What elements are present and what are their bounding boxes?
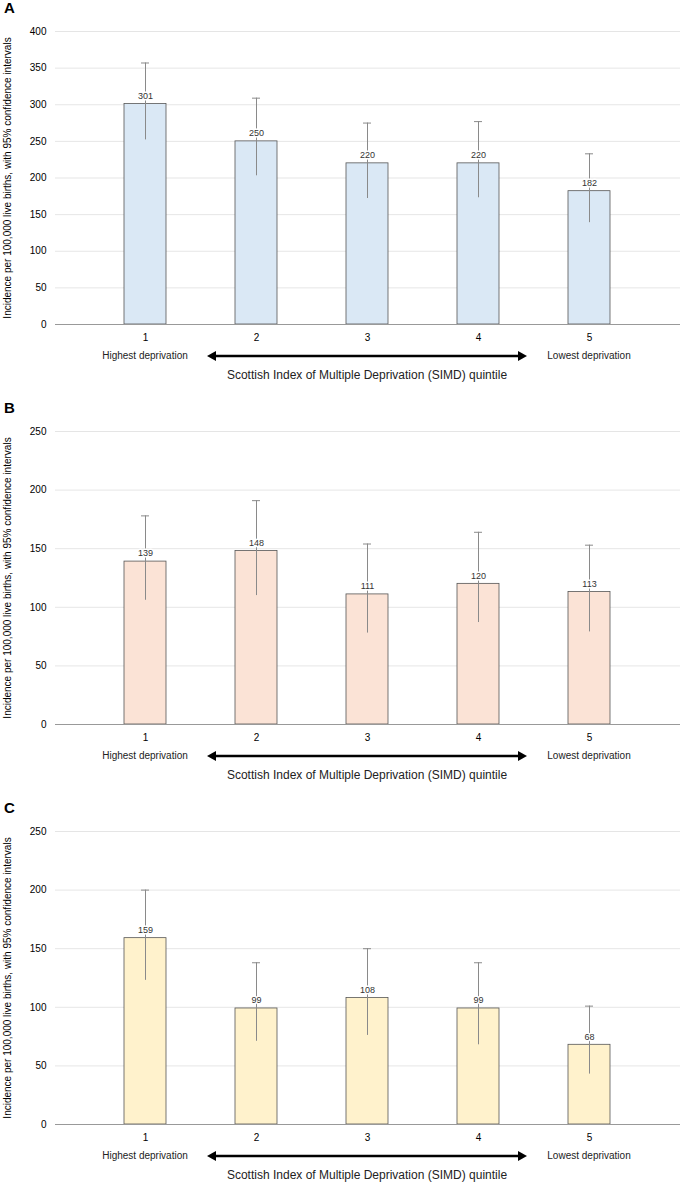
- svg-text:100: 100: [30, 602, 47, 613]
- html-text:B: B: [4, 399, 15, 416]
- svg-text:68: 68: [584, 1032, 594, 1042]
- svg-text:111: 111: [361, 581, 375, 591]
- svg-text:200: 200: [30, 484, 47, 495]
- svg-text:148: 148: [249, 538, 264, 548]
- svg-text:400: 400: [30, 26, 47, 37]
- svg-text:99: 99: [251, 995, 261, 1005]
- svg-text:113: 113: [582, 579, 596, 589]
- svg-text:150: 150: [30, 209, 47, 220]
- html-text:Scottish Index of Multiple Dep: Scottish Index of Multiple Deprivation (…: [226, 1168, 508, 1182]
- html-text:Highest deprivation: Highest deprivation: [102, 750, 188, 761]
- svg-text:0: 0: [41, 319, 47, 330]
- svg-text:5: 5: [587, 332, 593, 343]
- svg-text:100: 100: [30, 1002, 47, 1013]
- html-text:Scottish Index of Multiple Dep: Scottish Index of Multiple Deprivation (…: [226, 768, 508, 782]
- svg-text:1: 1: [143, 332, 149, 343]
- svg-text:250: 250: [30, 136, 47, 147]
- svg-text:200: 200: [30, 172, 47, 183]
- html-text:Lowest deprivation: Lowest deprivation: [547, 350, 631, 361]
- svg-text:200: 200: [30, 884, 47, 895]
- svg-text:2: 2: [254, 332, 260, 343]
- svg-text:0: 0: [41, 1119, 47, 1130]
- svg-text:350: 350: [30, 62, 47, 73]
- svg-text:100: 100: [30, 245, 47, 256]
- svg-text:Incidence per 100,000 live bir: Incidence per 100,000 live births, with …: [2, 437, 13, 718]
- svg-text:50: 50: [35, 282, 47, 293]
- svg-text:108: 108: [360, 985, 375, 995]
- svg-text:250: 250: [30, 826, 47, 837]
- svg-text:4: 4: [476, 732, 482, 743]
- svg-text:0: 0: [41, 719, 47, 730]
- svg-text:1: 1: [143, 732, 149, 743]
- svg-text:2: 2: [254, 1132, 260, 1143]
- svg-text:50: 50: [35, 660, 47, 671]
- html-text:A: A: [4, 0, 15, 16]
- svg-text:220: 220: [360, 150, 375, 160]
- svg-text:120: 120: [471, 571, 486, 581]
- svg-text:99: 99: [473, 995, 483, 1005]
- svg-text:50: 50: [35, 1060, 47, 1071]
- html-text:Lowest deprivation: Lowest deprivation: [547, 750, 631, 761]
- html-text:Lowest deprivation: Lowest deprivation: [547, 1150, 631, 1161]
- html-text:Scottish Index of Multiple Dep: Scottish Index of Multiple Deprivation (…: [226, 368, 508, 382]
- svg-text:3: 3: [365, 332, 371, 343]
- svg-text:1: 1: [143, 1132, 149, 1143]
- svg-text:3: 3: [365, 732, 371, 743]
- svg-text:159: 159: [138, 925, 153, 935]
- svg-text:Incidence per 100,000 live bir: Incidence per 100,000 live births, with …: [2, 37, 13, 318]
- svg-text:182: 182: [582, 178, 597, 188]
- svg-text:5: 5: [587, 732, 593, 743]
- svg-text:301: 301: [138, 91, 153, 101]
- svg-text:5: 5: [587, 1132, 593, 1143]
- svg-text:4: 4: [476, 1132, 482, 1143]
- svg-text:250: 250: [30, 426, 47, 437]
- svg-text:150: 150: [30, 543, 47, 554]
- svg-text:220: 220: [471, 150, 486, 160]
- html-text:C: C: [4, 799, 15, 816]
- svg-text:4: 4: [476, 332, 482, 343]
- svg-text:Incidence per 100,000 live bir: Incidence per 100,000 live births, with …: [2, 837, 13, 1118]
- svg-text:139: 139: [138, 548, 153, 558]
- html-text:Highest deprivation: Highest deprivation: [102, 350, 188, 361]
- svg-text:3: 3: [365, 1132, 371, 1143]
- svg-text:150: 150: [30, 943, 47, 954]
- svg-text:250: 250: [249, 128, 264, 138]
- svg-text:2: 2: [254, 732, 260, 743]
- html-text:Highest deprivation: Highest deprivation: [102, 1150, 188, 1161]
- svg-text:300: 300: [30, 99, 47, 110]
